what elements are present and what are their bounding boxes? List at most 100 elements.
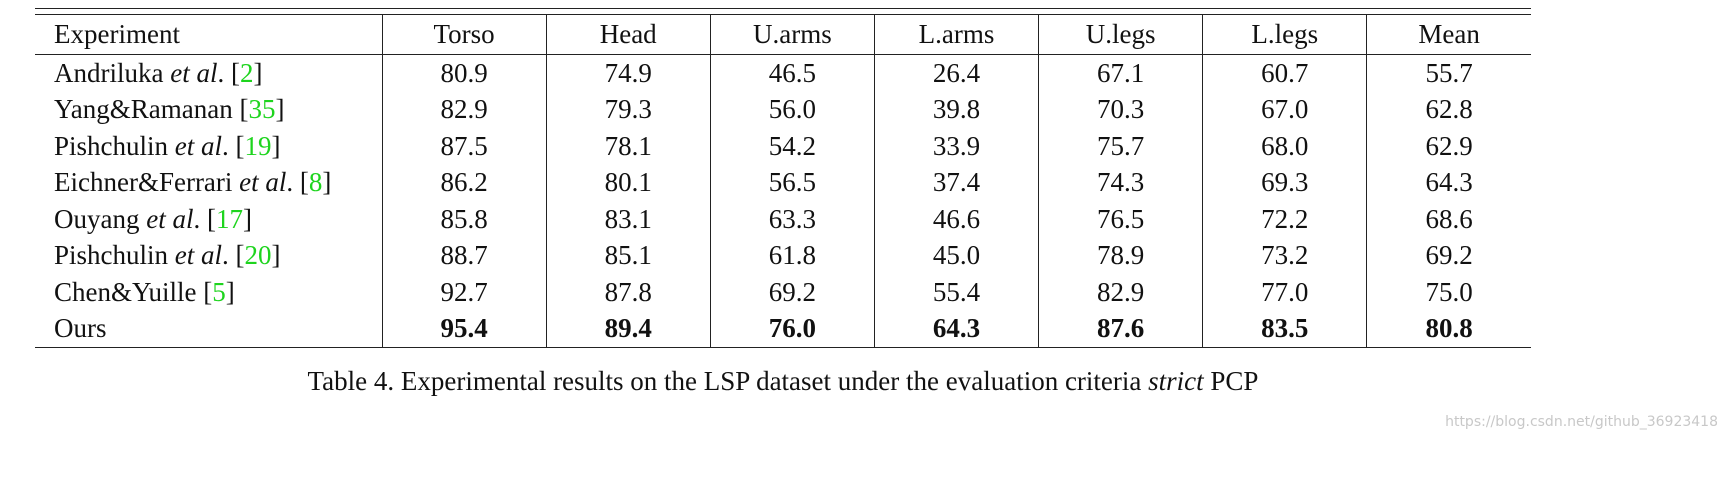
results-table: Experiment Torso Head U.arms L.arms U.legs L.l…: [35, 14, 1531, 348]
table-row: Ours 95.4 89.4 76.0 64.3 87.6 83.5 80.8: [35, 310, 1531, 348]
text-segment: Yang&Ramanan [: [54, 94, 249, 125]
table-cell: 64.3: [1366, 164, 1531, 201]
table-cell: 74.3: [1038, 164, 1203, 201]
row-label: Ouyang et al. [17]: [35, 201, 382, 238]
table-cell: 37.4: [873, 164, 1039, 201]
text-segment: Table 4. Experimental results on the LSP…: [307, 366, 1149, 396]
table-body: Andriluka et al. [2] 80.9 74.9 46.5 26.4 67.1…: [35, 54, 1531, 348]
text-segment: strict: [1148, 366, 1204, 396]
table-cell: 83.5: [1202, 310, 1367, 348]
row-label: Chen&Yuille [5]: [35, 274, 382, 311]
text-segment: . [: [217, 57, 240, 88]
table-cell: 87.6: [1038, 310, 1203, 348]
text-segment: et al: [174, 240, 223, 271]
table-cell: 26.4: [873, 54, 1039, 92]
table-cell: 69.2: [709, 274, 875, 311]
table-cell: 54.2: [709, 128, 875, 165]
table-cell: 67.1: [1038, 54, 1203, 92]
text-segment: et al: [239, 167, 287, 198]
column-header: U.legs: [1038, 14, 1203, 55]
row-label: Andriluka et al. [2]: [35, 55, 382, 92]
table-cell: 46.6: [873, 201, 1039, 238]
table-row: Eichner&Ferrari et al. [8] 86.2 80.1 56.5 37…: [35, 164, 1531, 202]
table-cell: 77.0: [1202, 274, 1367, 311]
caption: Table 4. Experimental results on the LSP…: [0, 366, 1566, 397]
reference-link[interactable]: 5: [212, 276, 226, 307]
table-cell: 88.7: [381, 237, 547, 274]
table-row: Pishchulin et al. [19] 87.5 78.1 54.2 33.9 75…: [35, 128, 1531, 165]
reference-link[interactable]: 19: [244, 130, 272, 161]
text-segment: . [: [193, 203, 216, 234]
table-cell: 86.2: [381, 164, 547, 201]
table-cell: 75.7: [1038, 128, 1203, 165]
table-cell: 82.9: [1038, 274, 1203, 311]
table-row: Andriluka et al. [2] 80.9 74.9 46.5 26.4 67.1…: [35, 54, 1531, 92]
table-cell: 46.5: [709, 54, 875, 92]
reference-link[interactable]: 20: [244, 240, 272, 271]
table-row: Chen&Yuille [5] 92.7 87.8 69.2 55.4 82.9 77.0 7…: [35, 274, 1531, 311]
table-cell: 69.3: [1202, 164, 1367, 201]
text-segment: PCP: [1203, 366, 1259, 396]
table-cell: 56.5: [709, 164, 875, 201]
text-segment: Pishchulin: [54, 240, 175, 271]
text-segment: Chen&Yuille [: [54, 276, 213, 307]
column-header: Experiment: [35, 14, 382, 55]
text-segment: ]: [225, 276, 235, 307]
text-segment: ]: [271, 130, 281, 161]
table-row: Pishchulin et al. [20] 88.7 85.1 61.8 45.0 78…: [35, 237, 1531, 274]
text-segment: Eichner&Ferrari: [54, 167, 240, 198]
column-header: L.arms: [873, 14, 1039, 55]
text-segment: . [: [286, 167, 309, 198]
reference-link[interactable]: 35: [248, 94, 276, 125]
reference-link[interactable]: 17: [215, 203, 243, 234]
column-header: Mean: [1366, 14, 1531, 55]
table-cell: 55.7: [1366, 54, 1531, 92]
table-cell: 80.9: [381, 54, 547, 92]
table-cell: 70.3: [1038, 91, 1203, 128]
text-segment: Andriluka: [54, 57, 171, 88]
text-segment: ]: [271, 240, 281, 271]
column-header: U.arms: [709, 14, 875, 55]
row-label: Ours: [35, 310, 382, 348]
table-cell: 69.2: [1366, 237, 1531, 274]
table-cell: 89.4: [545, 310, 711, 348]
table-cell: 55.4: [873, 274, 1039, 311]
table-cell: 62.9: [1366, 128, 1531, 165]
text-segment: ]: [322, 167, 332, 198]
table-row: Ouyang et al. [17] 85.8 83.1 63.3 46.6 76.5 72…: [35, 201, 1531, 238]
table-cell: 78.1: [545, 128, 711, 165]
row-label: Eichner&Ferrari et al. [8]: [35, 165, 382, 202]
table-cell: 87.5: [381, 128, 547, 165]
text-segment: . [: [222, 240, 245, 271]
table-cell: 75.0: [1366, 274, 1531, 311]
table-cell: 67.0: [1202, 91, 1367, 128]
table-cell: 56.0: [709, 91, 875, 128]
table-cell: 82.9: [381, 91, 547, 128]
column-header: L.legs: [1202, 14, 1367, 55]
table-cell: 72.2: [1202, 201, 1367, 238]
table-cell: 45.0: [873, 237, 1039, 274]
text-segment: et al: [170, 57, 218, 88]
table-cell: 79.3: [545, 91, 711, 128]
header-row: Experiment Torso Head U.arms L.arms U.legs L.l…: [35, 14, 1531, 55]
table-cell: 95.4: [381, 310, 547, 348]
row-label: Yang&Ramanan [35]: [35, 92, 382, 129]
table-head: Experiment Torso Head U.arms L.arms U.legs L.l…: [35, 14, 1531, 55]
top-rule: [35, 8, 1531, 9]
table-cell: 63.3: [709, 201, 875, 238]
table-cell: 80.8: [1366, 310, 1531, 348]
text-segment: Ours: [54, 313, 107, 344]
reference-link[interactable]: 2: [239, 57, 254, 88]
text-segment: . [: [222, 130, 245, 161]
text-segment: ]: [242, 203, 252, 234]
table-cell: 85.8: [381, 201, 547, 238]
column-header: Torso: [381, 14, 547, 55]
table-cell: 76.0: [709, 310, 875, 348]
table-cell: 76.5: [1038, 201, 1203, 238]
reference-link[interactable]: 8: [308, 167, 323, 198]
table-cell: 87.8: [545, 274, 711, 311]
table-cell: 78.9: [1038, 237, 1203, 274]
table-cell: 33.9: [873, 128, 1039, 165]
table-cell: 83.1: [545, 201, 711, 238]
